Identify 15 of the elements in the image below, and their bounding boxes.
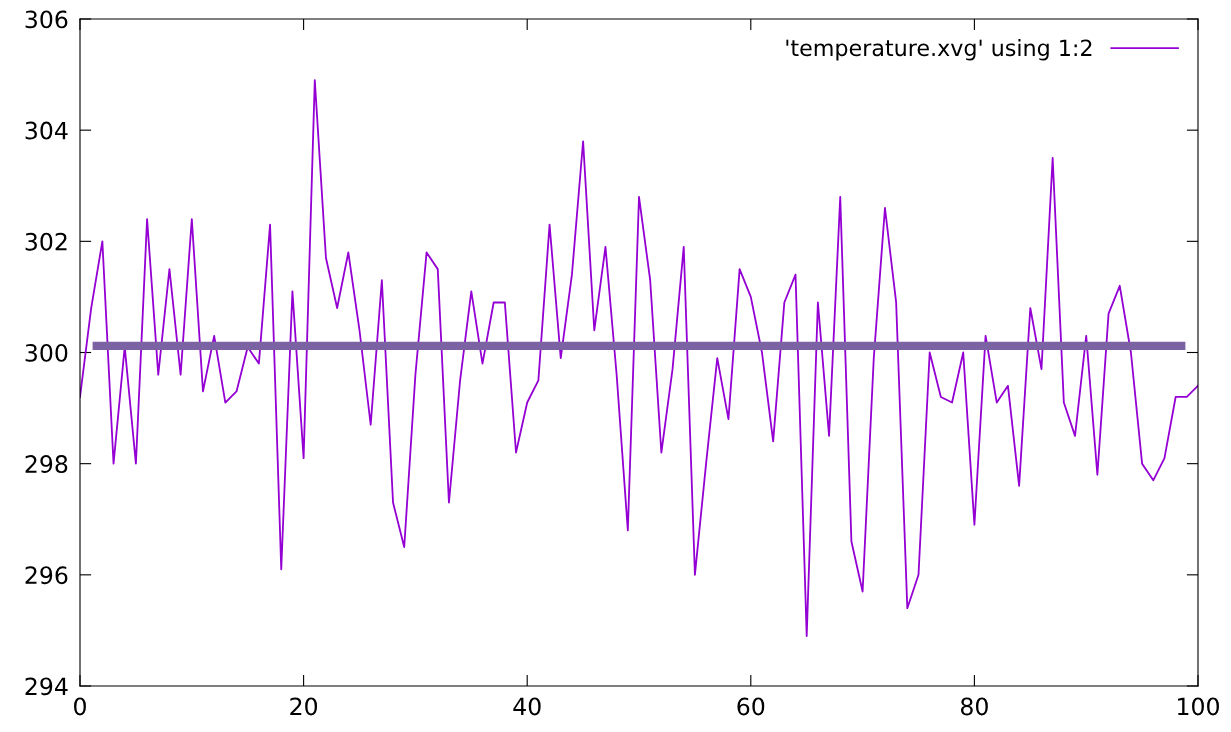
y-tick-label: 298	[25, 455, 68, 473]
x-tick-label: 20	[290, 697, 318, 716]
x-tick-label: 0	[74, 697, 86, 716]
line-series	[80, 79, 1198, 637]
legend-label: 'temperature.xvg' using 1:2	[786, 39, 1092, 61]
x-tick-label: 80	[960, 697, 988, 716]
y-tick-label: 304	[25, 121, 68, 140]
y-tick-label: 306	[25, 10, 68, 29]
x-tick-label: 60	[737, 697, 765, 716]
x-tick-label: 100	[1178, 697, 1219, 716]
y-tick-label: 296	[25, 566, 68, 585]
y-tick-label: 300	[25, 343, 68, 362]
y-tick-label: 302	[25, 232, 67, 251]
y-tick-label: 294	[25, 677, 68, 696]
x-tick-label: 40	[513, 697, 541, 716]
